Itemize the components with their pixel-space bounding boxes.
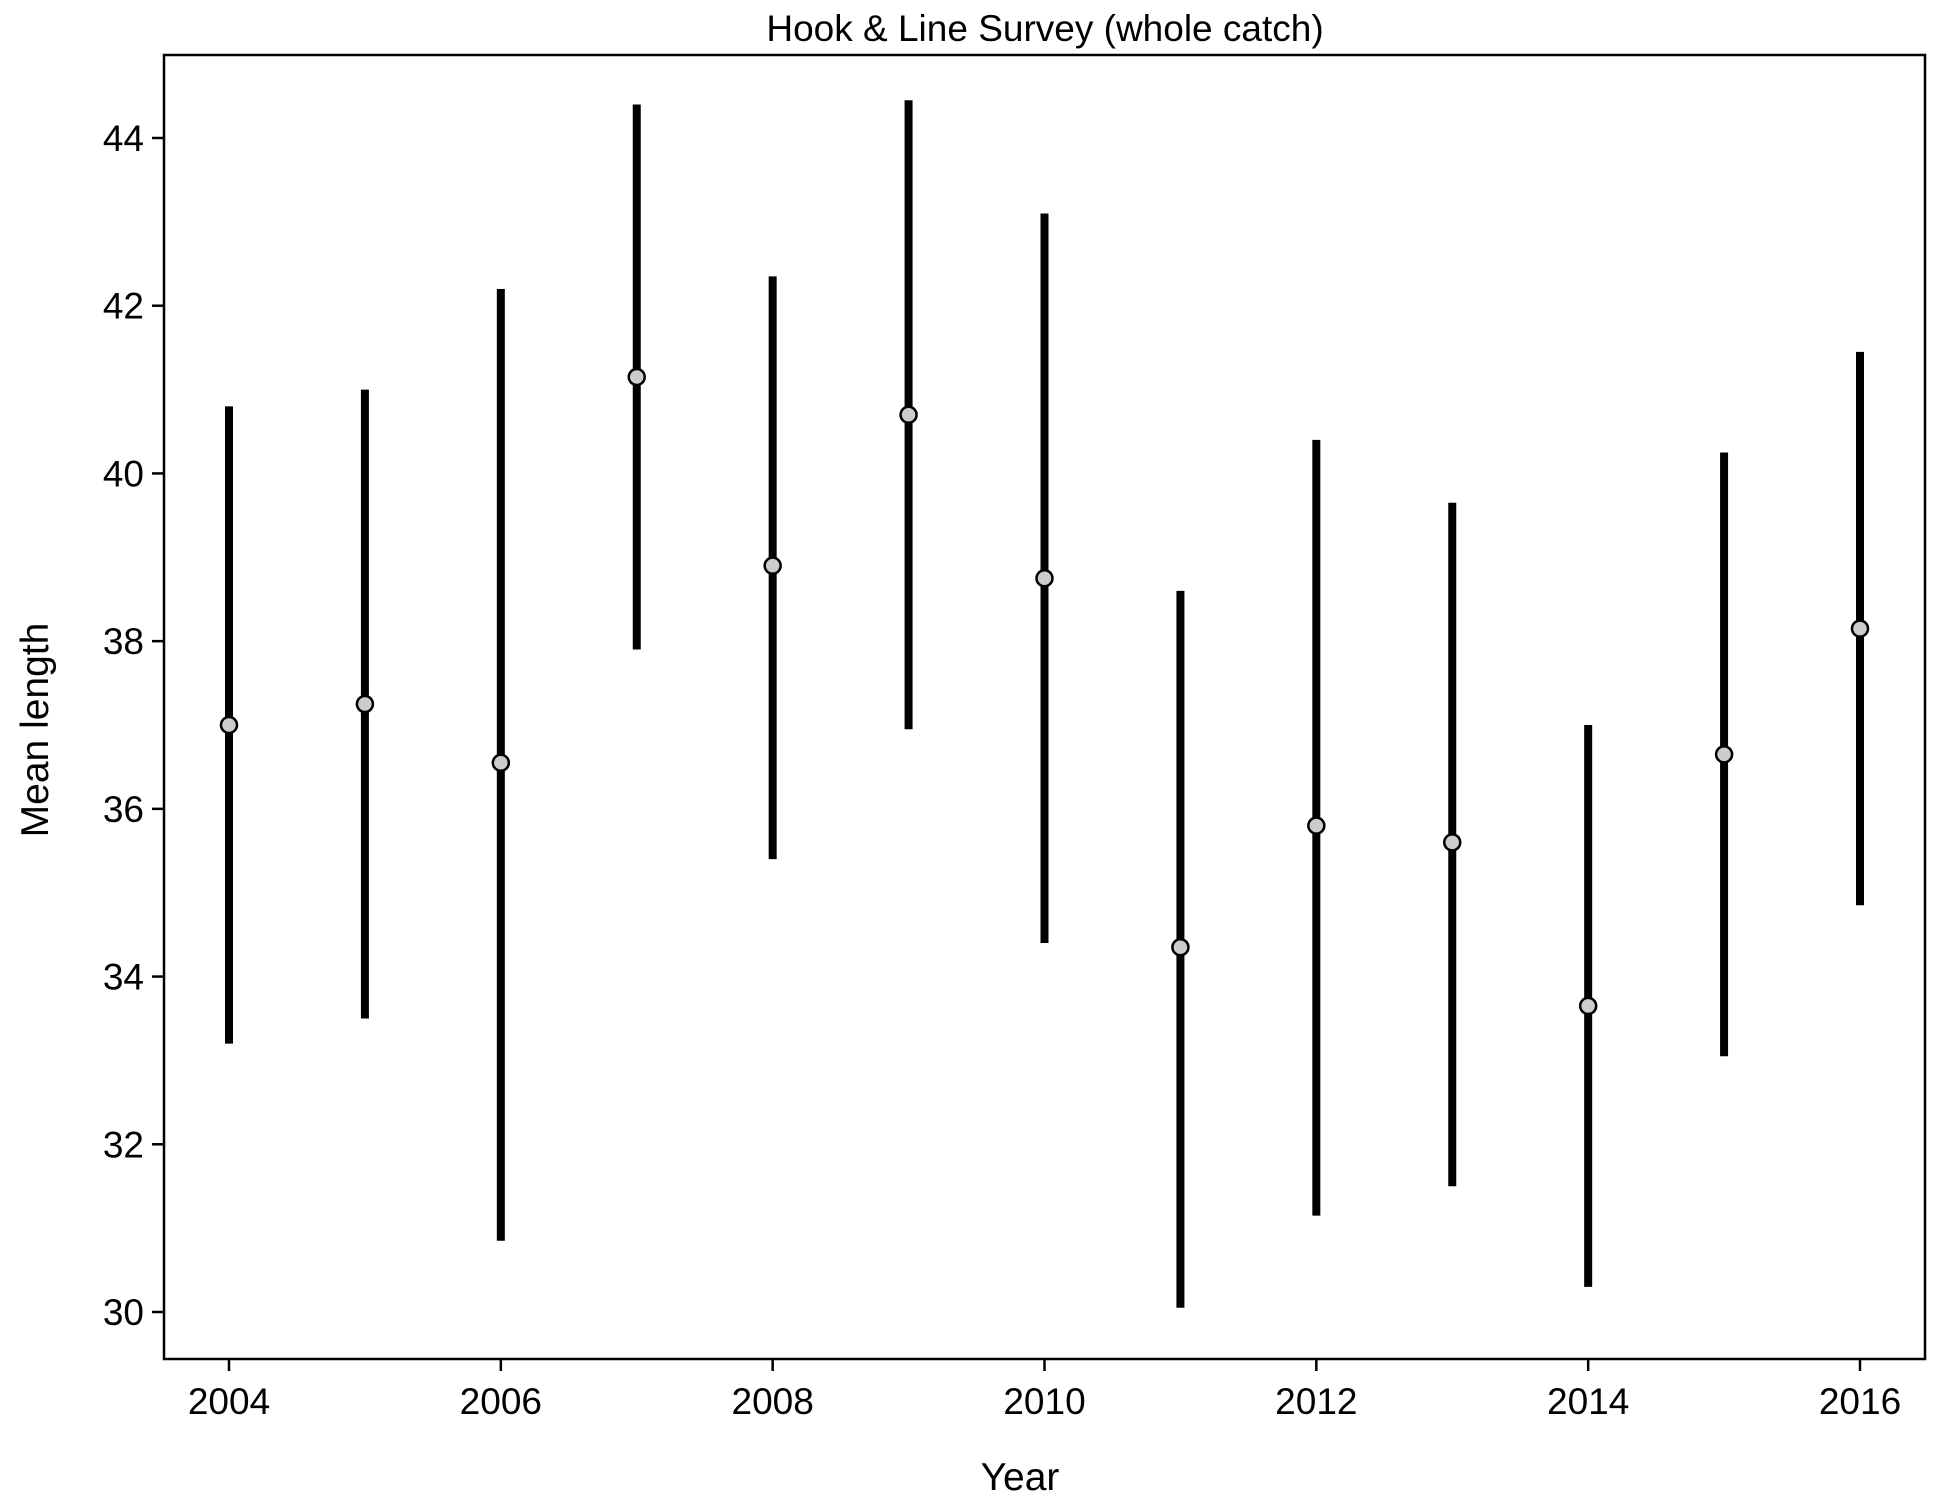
y-tick-label-34: 34 bbox=[103, 957, 144, 998]
point-2010 bbox=[1035, 569, 1054, 588]
point-2014 bbox=[1578, 996, 1598, 1016]
x-tick-label-2008: 2008 bbox=[732, 1381, 814, 1422]
point-2011 bbox=[1171, 937, 1190, 957]
x-axis: 2004 2006 2008 2010 2012 2014 2016 bbox=[188, 1359, 1901, 1422]
point-2012 bbox=[1307, 816, 1326, 835]
y-tick-label-40: 40 bbox=[103, 453, 144, 494]
point-2008 bbox=[763, 556, 782, 575]
x-tick-label-2014: 2014 bbox=[1547, 1381, 1629, 1422]
point-2007 bbox=[627, 367, 646, 387]
x-tick-label-2006: 2006 bbox=[460, 1381, 542, 1422]
point-2004 bbox=[219, 715, 239, 735]
x-tick-label-2016: 2016 bbox=[1819, 1381, 1901, 1422]
y-axis: 30 32 34 36 38 40 42 44 bbox=[103, 118, 164, 1333]
y-tick-label-44: 44 bbox=[103, 118, 144, 159]
x-tick-label-2010: 2010 bbox=[1003, 1381, 1085, 1422]
point-2013 bbox=[1443, 833, 1462, 852]
point-2005 bbox=[355, 694, 375, 714]
point-series bbox=[219, 367, 1870, 1016]
y-tick-label-42: 42 bbox=[103, 286, 144, 327]
chart-title: Hook & Line Survey (whole catch) bbox=[766, 8, 1323, 49]
y-axis-label: Mean length bbox=[14, 623, 57, 838]
y-tick-label-30: 30 bbox=[103, 1292, 144, 1333]
y-tick-label-36: 36 bbox=[103, 789, 144, 830]
x-tick-label-2004: 2004 bbox=[188, 1381, 270, 1422]
interval-series bbox=[225, 100, 1864, 1308]
point-2016 bbox=[1850, 619, 1870, 638]
y-tick-label-38: 38 bbox=[103, 621, 144, 662]
x-tick-label-2012: 2012 bbox=[1275, 1381, 1357, 1422]
point-2006 bbox=[491, 753, 511, 772]
x-axis-label: Year bbox=[981, 1456, 1060, 1499]
y-tick-label-32: 32 bbox=[103, 1124, 144, 1165]
point-2009 bbox=[899, 405, 918, 424]
point-2015 bbox=[1714, 745, 1734, 764]
